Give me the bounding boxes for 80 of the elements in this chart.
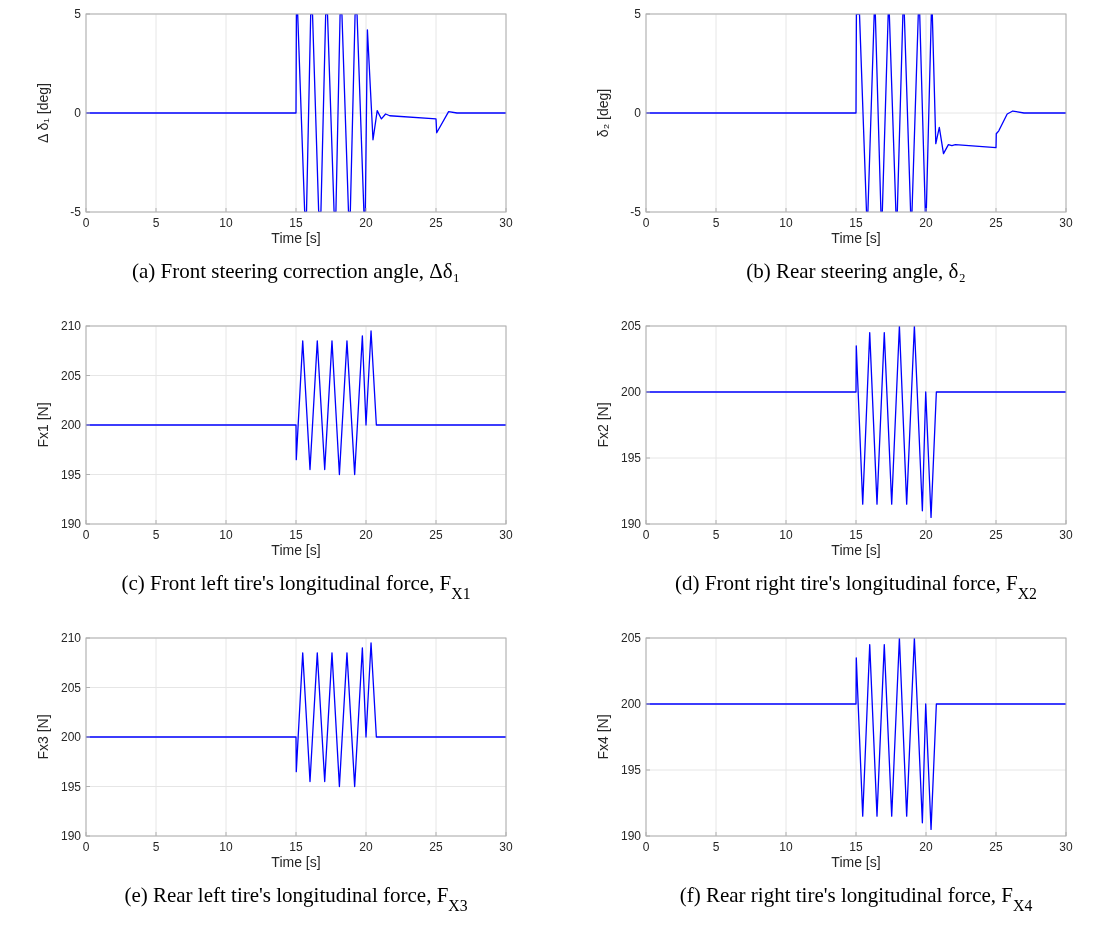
x-tick-label: 25 [989,528,1003,542]
x-tick-label: 15 [849,216,863,230]
y-tick-label: 195 [620,763,642,777]
y-tick-label: 195 [620,451,642,465]
x-tick-label: 10 [779,216,793,230]
y-axis-title: Fx2 [N] [595,402,611,448]
x-axis-title: Time [s] [831,542,881,558]
y-axis-title: Δ δ₁ [deg] [35,82,51,144]
y-tick-label: 0 [74,106,82,120]
line-series [86,14,506,212]
text: (c) Front left tire's longitudinal force, F$_{X1}$ [121,571,471,602]
y-tick-label: 5 [634,7,642,21]
x-axis-title: Time [s] [271,230,321,246]
x-tick-label: 5 [152,528,160,542]
y-axis-title: Fx3 [N] [35,714,51,760]
x-tick-label: 15 [289,216,303,230]
x-tick-label: 5 [712,840,720,854]
x-tick-label: 15 [849,840,863,854]
x-tick-label: 30 [1059,216,1073,230]
y-axis-title: Fx1 [N] [35,402,51,448]
y-tick-label: 210 [60,319,82,333]
x-tick-label: 5 [152,216,160,230]
y-tick-label: 190 [60,517,82,531]
x-tick-label: 5 [712,528,720,542]
y-tick-label: 205 [60,680,82,695]
y-axis-title: Fx4 [N] [595,714,611,760]
x-tick-label: 5 [712,216,720,230]
y-tick-label: 200 [60,418,82,432]
text: (a) Front steering correction angle, Δδ₁ [131,259,461,283]
text: (f) Rear right tire's longitudinal force, F$_{X4}$ [679,883,1033,914]
x-tick-label: 15 [849,528,863,542]
x-tick-label: 25 [989,216,1003,230]
y-tick-label: -5 [630,205,642,219]
x-tick-label: 30 [499,528,513,542]
x-tick-label: 25 [429,528,443,542]
x-tick-label: 10 [779,528,793,542]
text: (d) Front right tire's longitudinal force, F$_{X2}$ [675,571,1037,602]
text: (e) Rear left tire's longitudinal force, F$_{X3}$ [124,883,468,914]
x-axis-title: Time [s] [831,854,881,870]
x-tick-label: 15 [289,840,303,854]
x-axis-title: Time [s] [831,230,881,246]
y-tick-label: 205 [620,319,642,333]
x-tick-label: 10 [779,840,793,854]
x-tick-label: 30 [1059,528,1073,542]
y-tick-label: 210 [60,631,82,645]
y-tick-label: 5 [74,7,82,21]
x-axis-title: Time [s] [271,854,321,870]
y-tick-label: 195 [60,779,82,794]
y-tick-label: -5 [70,205,82,219]
x-tick-label: 20 [919,840,933,854]
y-tick-label: 200 [60,730,82,744]
x-tick-label: 20 [359,528,373,542]
x-tick-label: 20 [919,216,933,230]
y-tick-label: 195 [60,467,82,482]
x-axis-title: Time [s] [271,542,321,558]
y-tick-label: 205 [60,368,82,383]
x-tick-label: 30 [1059,840,1073,854]
x-tick-label: 25 [429,840,443,854]
line-series [646,14,1066,212]
x-tick-label: 10 [219,840,233,854]
x-tick-label: 25 [429,216,443,230]
y-tick-label: 190 [60,829,82,843]
x-tick-label: 20 [359,216,373,230]
x-tick-label: 10 [219,216,233,230]
x-tick-label: 10 [219,528,233,542]
x-tick-label: 20 [919,528,933,542]
x-tick-label: 30 [499,216,513,230]
y-tick-label: 200 [620,385,642,399]
y-tick-label: 190 [620,517,642,531]
y-tick-label: 205 [620,631,642,645]
y-axis-title: δ₂ [deg] [595,88,611,138]
x-tick-label: 20 [359,840,373,854]
x-tick-label: 5 [152,840,160,854]
x-tick-label: 30 [499,840,513,854]
x-tick-label: 25 [989,840,1003,854]
y-tick-label: 190 [620,829,642,843]
y-tick-label: 200 [620,697,642,711]
text: (b) Rear steering angle, δ₂ [746,259,966,283]
x-tick-label: 15 [289,528,303,542]
y-tick-label: 0 [634,106,642,120]
